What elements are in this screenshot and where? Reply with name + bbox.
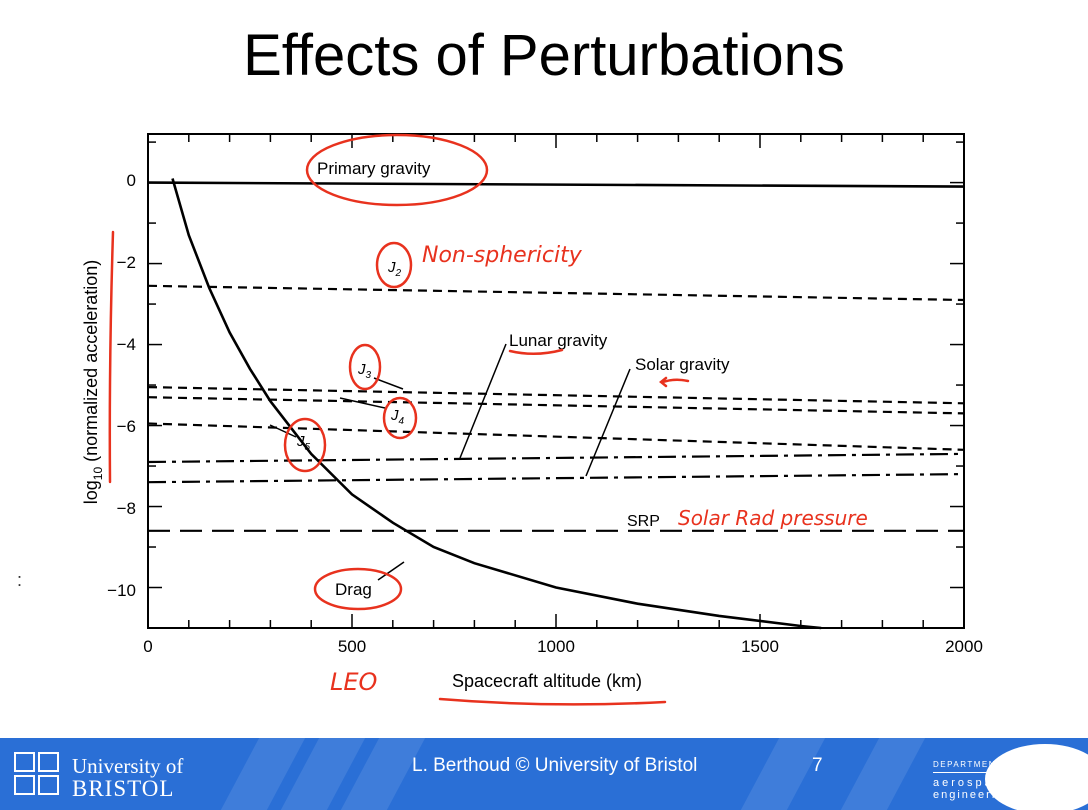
label-primary-gravity: Primary gravity: [317, 159, 431, 178]
y-tick-label: −10: [107, 581, 136, 600]
series-line-j2: [147, 284, 965, 302]
underline-solar: [658, 376, 690, 388]
dept-swoosh-icon: [985, 744, 1088, 810]
leader-j3: [373, 377, 404, 390]
underline-lunar: [508, 348, 564, 355]
note-non-sphericity: Non-sphericity: [422, 243, 583, 268]
dept-label-line1: DEPARTMENT OF: [933, 760, 1021, 769]
dept-divider: [933, 772, 1013, 773]
tick-marks: [147, 134, 965, 629]
y-axis-bracket: [108, 230, 115, 484]
department-logo[interactable]: DEPARTMENT OF aerospace engineering: [925, 744, 1088, 810]
leader-lunar: [459, 343, 507, 459]
hand-notes: Non-sphericity Solar Rad pressure LEO: [330, 243, 868, 696]
series-labels: Primary gravity J2 J3 J4 J5 Lunar gravit…: [296, 159, 730, 599]
note-leo: LEO: [330, 668, 377, 696]
label-j3: J3: [357, 361, 372, 381]
label-j4: J4: [390, 407, 405, 427]
y-tick-labels: 0 −2 −4 −6 −8 −10: [107, 171, 136, 600]
footer-bar: University of BRISTOL L. Berthoud © Univ…: [0, 738, 1088, 810]
x-tick-label: 0: [143, 637, 152, 656]
label-j2: J2: [387, 259, 402, 279]
page-number: 7: [812, 755, 823, 776]
y-axis-label: log10 (normalized acceleration): [81, 260, 105, 504]
x-tick-label: 1500: [741, 637, 779, 656]
label-srp: SRP: [627, 513, 660, 530]
dept-label-line2: aerospace: [933, 777, 1012, 789]
label-solar-gravity: Solar gravity: [635, 355, 730, 374]
underline-xlabel: [438, 697, 667, 706]
x-tick-label: 500: [338, 637, 366, 656]
crest-icon: [14, 752, 62, 796]
series-line-solar-gravity: [147, 473, 965, 484]
university-name-line1: University of: [72, 754, 184, 778]
label-lunar-gravity: Lunar gravity: [509, 331, 608, 350]
leader-solar: [585, 368, 631, 477]
series-line-primary-gravity: [147, 181, 965, 188]
y-tick-label: 0: [127, 171, 136, 190]
series-line-lunar-gravity: [147, 452, 965, 464]
series-line-j4: [147, 396, 965, 415]
x-tick-labels: 0 500 1000 1500 2000: [143, 637, 983, 656]
leader-j4: [339, 397, 386, 409]
side-mark: :: [17, 570, 23, 590]
plot-frame: [147, 133, 965, 629]
slide-title: Effects of Perturbations: [243, 23, 845, 88]
y-tick-label: −6: [117, 417, 136, 436]
circle-drag: [313, 567, 403, 611]
circle-j3: [348, 343, 382, 391]
circle-j2: [375, 241, 413, 289]
series-line-drag: [171, 178, 822, 630]
university-logo[interactable]: University of BRISTOL: [14, 746, 214, 802]
circle-j4: [382, 396, 418, 440]
x-tick-label: 2000: [945, 637, 983, 656]
x-tick-label: 1000: [537, 637, 575, 656]
hand-annotations: [108, 133, 690, 706]
footer-credit: L. Berthoud © University of Bristol: [412, 755, 698, 776]
leader-j5: [269, 424, 297, 438]
series-line-j5: [147, 422, 965, 451]
label-drag: Drag: [335, 580, 372, 599]
series-line-j3: [147, 386, 965, 405]
y-tick-label: −8: [117, 499, 136, 518]
leader-lines: [269, 343, 631, 581]
y-tick-label: −4: [117, 335, 136, 354]
x-axis-label: Spacecraft altitude (km): [452, 671, 642, 691]
series-layer: [147, 178, 965, 630]
footer-stripe: [840, 738, 926, 810]
circle-j5: [283, 417, 327, 473]
perturbation-chart: 0 −2 −4 −6 −8 −10 0 500 1000 1500 2000 S…: [81, 133, 983, 706]
y-tick-label: −2: [117, 253, 136, 272]
leader-drag: [377, 561, 405, 581]
university-name-line2: BRISTOL: [72, 776, 175, 801]
dept-label-line3: engineering: [933, 789, 1013, 801]
circle-primary-gravity: [305, 133, 489, 207]
note-solar-rad-pressure: Solar Rad pressure: [678, 506, 868, 530]
label-j5: J5: [296, 433, 311, 453]
